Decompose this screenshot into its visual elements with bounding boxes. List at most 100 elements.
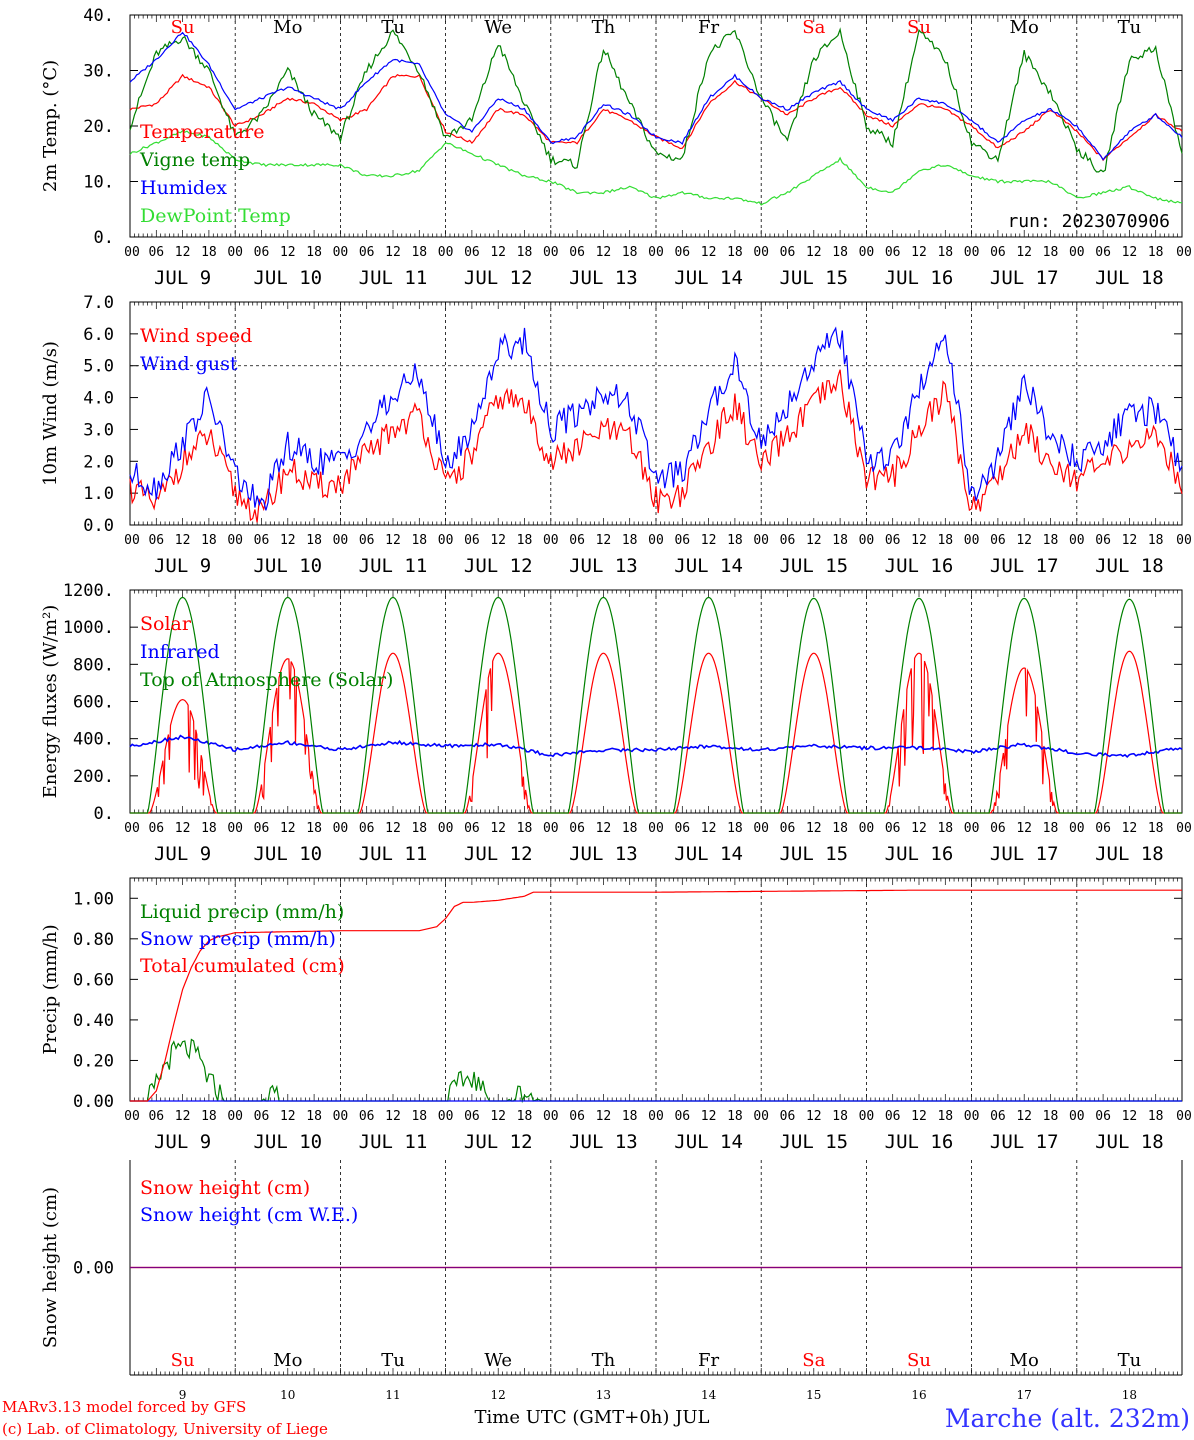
date-label: JUL 9: [154, 267, 211, 289]
hour-tick-label: 18: [306, 245, 322, 260]
hour-tick-label: 18: [306, 821, 322, 836]
legend-entry: Infrared: [140, 641, 220, 663]
legend-entry: Snow height (cm): [140, 1177, 310, 1199]
hour-tick-label: 12: [280, 1109, 296, 1124]
y-tick-label: 10.: [83, 173, 114, 193]
hour-tick-label: 00: [333, 1109, 349, 1124]
series-line-wind-speed: [129, 369, 1183, 523]
date-label: JUL 16: [885, 267, 954, 289]
hour-tick-label: 06: [464, 1109, 480, 1124]
legend-entry: DewPoint Temp: [140, 205, 291, 227]
date-label: JUL 17: [990, 843, 1059, 865]
hour-tick-label: 06: [254, 821, 270, 836]
hour-tick-label: 00: [124, 245, 140, 260]
hour-tick-label: 00: [227, 533, 243, 548]
y-tick-label: 0.00: [73, 1092, 114, 1112]
y-axis-label: 2m Temp. (°C): [40, 60, 61, 192]
date-label: JUL 9: [154, 843, 211, 865]
weekday-label: Tu: [1118, 17, 1142, 38]
hour-tick-label: 18: [201, 821, 217, 836]
hour-tick-label: 00: [753, 533, 769, 548]
hour-tick-label: 12: [1016, 533, 1032, 548]
hour-tick-label: 00: [543, 245, 559, 260]
date-label: JUL 16: [885, 1131, 954, 1153]
time-axis-label: Time UTC (GMT+0h) JUL: [475, 1407, 710, 1428]
date-label: JUL 18: [1095, 843, 1164, 865]
hour-tick-label: 00: [227, 821, 243, 836]
y-tick-label: 30.: [83, 62, 114, 82]
date-label: JUL 13: [569, 267, 638, 289]
hour-tick-label: 18: [1148, 533, 1164, 548]
hour-tick-label: 06: [464, 245, 480, 260]
y-axis-label: 10m Wind (m/s): [40, 341, 61, 486]
series-group: [129, 27, 1183, 206]
series-group: [129, 596, 1183, 814]
date-label: JUL 13: [569, 555, 638, 577]
hour-tick-label: 18: [937, 821, 953, 836]
hour-tick-label: 18: [1043, 533, 1059, 548]
credit-line-1: MARv3.13 model forced by GFS: [2, 1398, 246, 1416]
run-label: run: 2023070906: [1007, 211, 1170, 232]
date-label: JUL 10: [253, 1131, 322, 1153]
day-number-label: 11: [385, 1388, 400, 1402]
date-label: JUL 12: [464, 843, 533, 865]
legend-entry: Temperature: [140, 121, 264, 143]
weekday-label: Su: [171, 1350, 195, 1371]
hour-tick-label: 18: [517, 245, 533, 260]
hour-tick-label: 18: [306, 1109, 322, 1124]
legend-entry: Top of Atmosphere (Solar): [140, 669, 393, 691]
series-group: [130, 889, 1182, 1104]
y-tick-label: 0.40: [73, 1011, 114, 1031]
hour-tick-label: 00: [543, 1109, 559, 1124]
day-number-label: 18: [1122, 1388, 1137, 1402]
y-tick-label: 7.0: [83, 293, 114, 313]
hour-tick-label: 06: [569, 533, 585, 548]
hour-tick-label: 12: [701, 1109, 717, 1124]
hour-tick-label: 12: [1016, 245, 1032, 260]
hour-tick-label: 06: [990, 245, 1006, 260]
weekday-label: Th: [592, 1350, 616, 1371]
hour-tick-label: 06: [148, 533, 164, 548]
date-label: JUL 16: [885, 843, 954, 865]
hour-tick-label: 12: [1122, 821, 1138, 836]
hour-tick-label: 06: [359, 245, 375, 260]
date-label: JUL 18: [1095, 267, 1164, 289]
hour-tick-label: 06: [359, 1109, 375, 1124]
y-tick-label: 2.0: [83, 452, 114, 472]
hour-tick-label: 18: [727, 245, 743, 260]
hour-tick-label: 18: [937, 245, 953, 260]
date-label: JUL 18: [1095, 1131, 1164, 1153]
y-tick-label: 1000.: [63, 618, 114, 638]
hour-tick-label: 06: [885, 245, 901, 260]
hour-tick-label: 00: [333, 245, 349, 260]
hour-tick-label: 00: [1069, 1109, 1085, 1124]
hour-tick-label: 00: [859, 821, 875, 836]
date-label: JUL 15: [779, 843, 848, 865]
date-label: JUL 17: [990, 267, 1059, 289]
station-label: Marche (alt. 232m): [945, 1404, 1190, 1433]
date-label: JUL 10: [253, 555, 322, 577]
y-tick-label: 200.: [73, 767, 114, 787]
hour-tick-label: 06: [254, 1109, 270, 1124]
hour-tick-label: 12: [911, 1109, 927, 1124]
hour-tick-label: 12: [490, 533, 506, 548]
day-number-label: 15: [806, 1388, 821, 1402]
hour-tick-label: 00: [753, 1109, 769, 1124]
y-tick-label: 3.0: [83, 420, 114, 440]
y-tick-label: 0.20: [73, 1051, 114, 1071]
day-number-label: 14: [701, 1388, 717, 1402]
hour-tick-label: 06: [569, 821, 585, 836]
wind-panel: 0.0 1.0 2.0 3.0 4.0 5.0 6.0 7.0 10m Wind (m/s) 00…: [40, 293, 1192, 577]
series-group: [129, 326, 1183, 523]
date-label: JUL 17: [990, 1131, 1059, 1153]
hour-tick-label: 00: [964, 821, 980, 836]
weekday-label: Tu: [1118, 1350, 1142, 1371]
weekday-label: Su: [171, 17, 195, 38]
hour-tick-label: 00: [753, 245, 769, 260]
hour-tick-label: 18: [1043, 1109, 1059, 1124]
date-label: JUL 14: [674, 843, 743, 865]
hour-tick-label: 06: [990, 1109, 1006, 1124]
weekday-label: Su: [907, 17, 931, 38]
legend-entry: Vigne temp: [139, 149, 250, 171]
